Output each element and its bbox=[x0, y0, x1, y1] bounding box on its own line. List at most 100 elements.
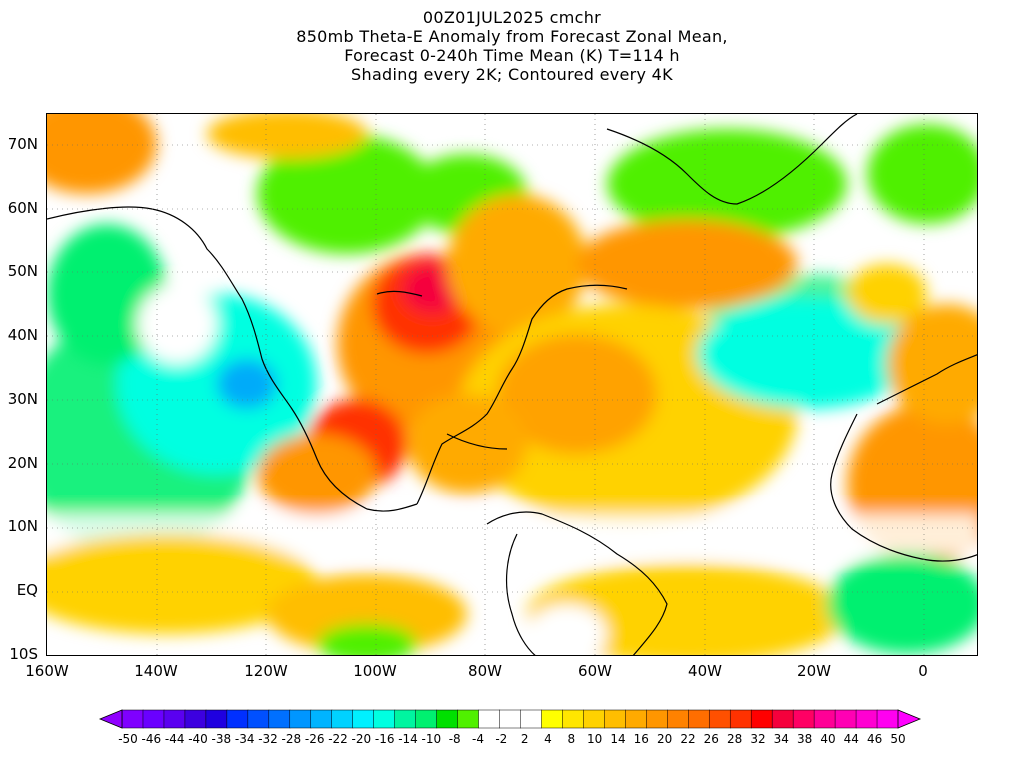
colorbar-label: -2 bbox=[495, 732, 508, 746]
lat-label-eq: EQ bbox=[16, 581, 38, 599]
colorbar-cell bbox=[583, 709, 605, 729]
colorbar-label: -8 bbox=[448, 732, 461, 746]
colorbar-label: 8 bbox=[567, 732, 576, 746]
colorbar-cell bbox=[457, 709, 480, 729]
colorbar-label: 20 bbox=[657, 732, 673, 746]
colorbar-label: -38 bbox=[211, 732, 232, 746]
lat-label-60n: 60N bbox=[7, 199, 38, 217]
colorbar-label: -46 bbox=[141, 732, 162, 746]
colorbar-label: 46 bbox=[867, 732, 883, 746]
colorbar-arrow-left bbox=[98, 709, 123, 729]
colorbar-label: 32 bbox=[750, 732, 766, 746]
colorbar-label: 2 bbox=[520, 732, 529, 746]
iberia-coast bbox=[876, 354, 977, 405]
colorbar-cell bbox=[226, 709, 249, 729]
shading-layer bbox=[47, 114, 977, 655]
colorbar-cell bbox=[520, 709, 543, 729]
colorbar-cells bbox=[121, 709, 899, 729]
lon-label-0: 0 bbox=[918, 662, 928, 680]
figure-title: 00Z01JUL2025 cmchr 850mb Theta-E Anomaly… bbox=[0, 8, 1024, 84]
colorbar-label: -28 bbox=[281, 732, 302, 746]
colorbar-cell bbox=[121, 709, 144, 729]
colorbar-label: 50 bbox=[890, 732, 906, 746]
colorbar-cell bbox=[205, 709, 228, 729]
colorbar-label: 26 bbox=[703, 732, 719, 746]
colorbar-label: -44 bbox=[164, 732, 185, 746]
colorbar-cell bbox=[268, 709, 291, 729]
colorbar-label: 10 bbox=[587, 732, 603, 746]
colorbar-cell bbox=[394, 709, 417, 729]
colorbar-cell bbox=[478, 709, 501, 729]
colorbar-cell bbox=[792, 709, 815, 729]
colorbar-label: 16 bbox=[633, 732, 649, 746]
lon-label-40w: 40W bbox=[688, 662, 722, 680]
colorbar-cell bbox=[876, 709, 899, 729]
colorbar-label: -22 bbox=[328, 732, 348, 746]
lon-label-80w: 80W bbox=[468, 662, 502, 680]
colorbar-label: 40 bbox=[820, 732, 836, 746]
title-line-2: 850mb Theta-E Anomaly from Forecast Zona… bbox=[296, 27, 728, 46]
lon-label-60w: 60W bbox=[578, 662, 612, 680]
lat-label-40n: 40N bbox=[7, 326, 38, 344]
colorbar-label: -32 bbox=[258, 732, 278, 746]
colorbar-cell bbox=[834, 709, 857, 729]
colorbar-label: -50 bbox=[118, 732, 138, 746]
lon-label-120w: 120W bbox=[244, 662, 288, 680]
colorbar-cell bbox=[184, 709, 207, 729]
colorbar-label: -16 bbox=[374, 732, 395, 746]
title-line-3: Forecast 0-240h Time Mean (K) T=114 h bbox=[344, 46, 680, 65]
colorbar-cell bbox=[499, 709, 522, 729]
colorbar-label: 44 bbox=[843, 732, 859, 746]
lon-label-100w: 100W bbox=[353, 662, 397, 680]
lat-lon-grid bbox=[47, 114, 977, 655]
colorbar-cell bbox=[750, 709, 773, 729]
map-frame bbox=[46, 113, 978, 656]
pacific-coastline bbox=[47, 206, 418, 512]
colorbar-label: 34 bbox=[773, 732, 789, 746]
title-line-4: Shading every 2K; Contoured every 4K bbox=[351, 65, 673, 84]
colorbar-label: -14 bbox=[398, 732, 418, 746]
colorbar-label: 22 bbox=[680, 732, 696, 746]
colorbar-label: 38 bbox=[797, 732, 813, 746]
lat-label-20n: 20N bbox=[7, 454, 38, 472]
lon-label-20w: 20W bbox=[797, 662, 831, 680]
colorbar-cell bbox=[646, 709, 668, 729]
colorbar-cell bbox=[667, 709, 689, 729]
colorbar-cell bbox=[247, 709, 270, 729]
lat-label-10s: 10S bbox=[9, 645, 38, 663]
colorbar-label: -40 bbox=[188, 732, 208, 746]
greenland-coast bbox=[606, 114, 858, 205]
colorbar-arrow-right bbox=[897, 709, 922, 729]
lat-label-30n: 30N bbox=[7, 390, 38, 408]
atlantic-coastline bbox=[416, 284, 628, 505]
lat-label-50n: 50N bbox=[7, 262, 38, 280]
lat-label-70n: 70N bbox=[7, 135, 38, 153]
colorbar-cell bbox=[373, 709, 396, 729]
colorbar-cell bbox=[310, 709, 333, 729]
colorbar-cell bbox=[163, 709, 186, 729]
colorbar-cell bbox=[855, 709, 878, 729]
anomaly-map bbox=[47, 114, 977, 655]
colorbar-label: -20 bbox=[351, 732, 372, 746]
colorbar-cell bbox=[142, 709, 165, 729]
colorbar-label: 4 bbox=[544, 732, 552, 746]
title-line-1: 00Z01JUL2025 cmchr bbox=[422, 8, 602, 27]
colorbar-cell bbox=[813, 709, 836, 729]
coastlines bbox=[47, 114, 977, 655]
colorbar-cell bbox=[331, 709, 354, 729]
south-america-coast bbox=[486, 511, 668, 655]
colorbar-label: -10 bbox=[421, 732, 442, 746]
colorbar-cell bbox=[604, 709, 626, 729]
colorbar-cell bbox=[562, 709, 584, 729]
colorbar-cell bbox=[436, 709, 459, 729]
lon-label-160w: 160W bbox=[25, 662, 69, 680]
colorbar-cell bbox=[771, 709, 794, 729]
colorbar-cell bbox=[708, 709, 731, 729]
colorbar-label: -4 bbox=[472, 732, 484, 746]
colorbar-label: 14 bbox=[610, 732, 626, 746]
colorbar-cell bbox=[352, 709, 375, 729]
colorbar-label: 28 bbox=[727, 732, 743, 746]
colorbar-label: -34 bbox=[234, 732, 255, 746]
colorbar-cell bbox=[541, 709, 563, 729]
colorbar-cell bbox=[415, 709, 438, 729]
